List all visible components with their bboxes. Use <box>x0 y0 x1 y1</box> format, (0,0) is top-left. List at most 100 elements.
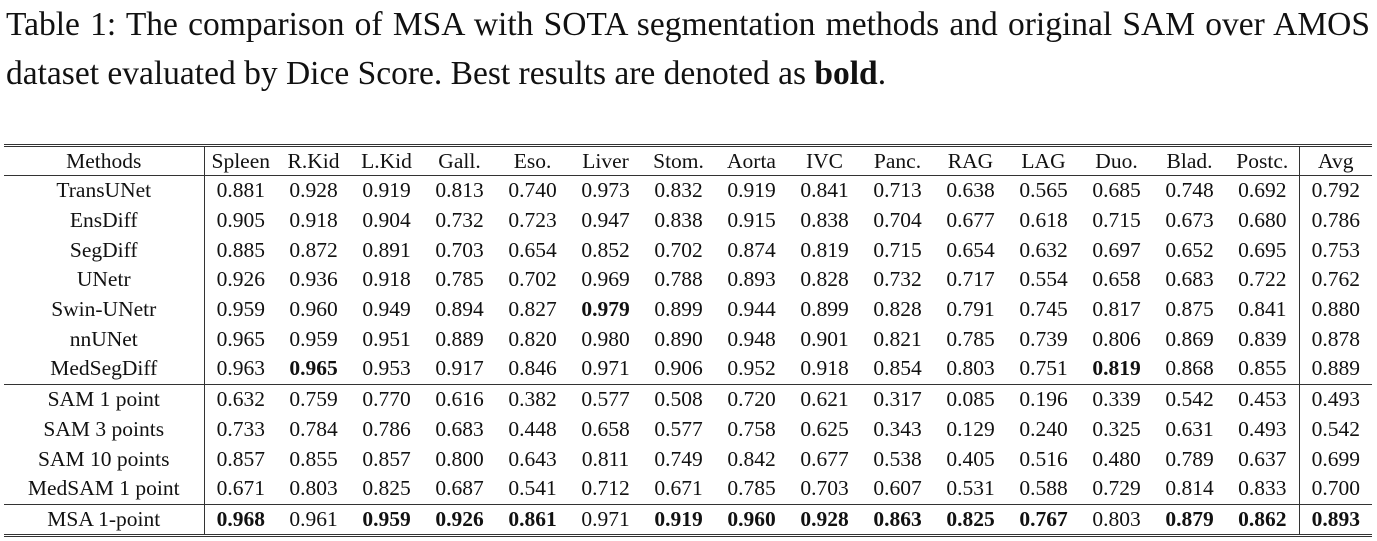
score-cell: 0.784 <box>289 416 338 441</box>
score-cell: 0.874 <box>727 237 776 262</box>
score-cell: 0.806 <box>1092 326 1141 351</box>
column-header: RAG <box>934 145 1007 176</box>
column-header: Panc. <box>861 145 934 176</box>
column-header: Methods <box>4 145 205 176</box>
score-cell: 0.828 <box>873 297 922 322</box>
column-header: Spleen <box>204 145 277 176</box>
score-cell: 0.196 <box>1007 383 1080 415</box>
score-cell: 0.748 <box>1165 178 1214 203</box>
method-name: MedSAM 1 point <box>4 473 205 505</box>
score-cell: 0.825 <box>934 503 1007 538</box>
score-cell: 0.838 <box>654 208 703 233</box>
score-cell: 0.800 <box>435 446 484 471</box>
score-cell: 0.918 <box>362 267 411 292</box>
column-header: Postc. <box>1226 145 1299 176</box>
score-cell: 0.789 <box>1165 446 1214 471</box>
score-cell: 0.405 <box>946 446 995 471</box>
score-cell: 0.717 <box>946 267 995 292</box>
score-cell: 0.343 <box>873 416 922 441</box>
avg-cell: 0.753 <box>1298 235 1372 266</box>
column-header: IVC <box>788 145 861 176</box>
score-cell: 0.531 <box>946 476 995 501</box>
results-table: Methods Spleen R.Kid L.Kid Gall. Eso. Liver Sto… <box>4 144 1372 538</box>
score-cell: 0.720 <box>715 383 788 415</box>
score-cell: 0.879 <box>1153 503 1226 538</box>
score-cell: 0.839 <box>1238 326 1287 351</box>
avg-cell: 0.878 <box>1298 324 1372 355</box>
score-cell: 0.723 <box>508 208 557 233</box>
caption-text: Table 1: The comparison of MSA with SOTA… <box>6 6 1370 92</box>
score-cell: 0.973 <box>581 178 630 203</box>
score-cell: 0.786 <box>362 416 411 441</box>
score-cell: 0.687 <box>435 476 484 501</box>
score-cell: 0.588 <box>1019 476 1068 501</box>
score-cell: 0.785 <box>946 326 995 351</box>
score-cell: 0.906 <box>654 356 703 381</box>
score-cell: 0.658 <box>1092 267 1141 292</box>
score-cell: 0.712 <box>581 476 630 501</box>
score-cell: 0.317 <box>861 383 934 415</box>
score-cell: 0.952 <box>727 356 776 381</box>
score-cell: 0.894 <box>435 297 484 322</box>
score-cell: 0.715 <box>1092 208 1141 233</box>
score-cell: 0.928 <box>289 178 338 203</box>
score-cell: 0.692 <box>1238 178 1287 203</box>
score-cell: 0.758 <box>727 416 776 441</box>
score-cell: 0.703 <box>435 237 484 262</box>
method-name: UNetr <box>4 265 205 295</box>
avg-cell: 0.889 <box>1298 354 1372 385</box>
score-cell: 0.713 <box>873 178 922 203</box>
method-name: EnsDiff <box>4 205 205 236</box>
score-cell: 0.899 <box>800 297 849 322</box>
score-cell: 0.899 <box>654 297 703 322</box>
score-cell: 0.855 <box>289 446 338 471</box>
score-cell: 0.917 <box>435 356 484 381</box>
score-cell: 0.863 <box>861 503 934 538</box>
score-cell: 0.959 <box>289 326 338 351</box>
table-row: MSA 1-point 0.968 0.961 0.959 0.926 0.861 0.97… <box>4 503 1372 538</box>
score-cell: 0.947 <box>581 208 630 233</box>
score-cell: 0.785 <box>435 267 484 292</box>
score-cell: 0.949 <box>362 297 411 322</box>
score-cell: 0.825 <box>362 476 411 501</box>
score-cell: 0.733 <box>216 416 265 441</box>
score-cell: 0.702 <box>654 237 703 262</box>
score-cell: 0.631 <box>1165 416 1214 441</box>
score-cell: 0.926 <box>216 267 265 292</box>
score-cell: 0.919 <box>642 503 715 538</box>
score-cell: 0.872 <box>289 237 338 262</box>
score-cell: 0.919 <box>727 178 776 203</box>
score-cell: 0.918 <box>289 208 338 233</box>
score-cell: 0.680 <box>1238 208 1287 233</box>
table-row: UNetr 0.926 0.936 0.918 0.785 0.702 0.969 0.788… <box>4 265 1372 295</box>
score-cell: 0.919 <box>362 178 411 203</box>
score-cell: 0.577 <box>654 416 703 441</box>
score-cell: 0.759 <box>277 383 350 415</box>
header-row: Methods Spleen R.Kid L.Kid Gall. Eso. Liver Sto… <box>4 145 1372 176</box>
score-cell: 0.904 <box>362 208 411 233</box>
table-row: Swin-UNetr 0.959 0.960 0.949 0.894 0.827 0.979… <box>4 294 1372 325</box>
score-cell: 0.703 <box>800 476 849 501</box>
score-cell: 0.936 <box>289 267 338 292</box>
column-header: Liver <box>569 145 642 176</box>
column-header: Stom. <box>642 145 715 176</box>
score-cell: 0.745 <box>1019 297 1068 322</box>
score-cell: 0.819 <box>800 237 849 262</box>
score-cell: 0.638 <box>946 178 995 203</box>
table-row: SegDiff 0.885 0.872 0.891 0.703 0.654 0.852 0.7… <box>4 235 1372 266</box>
column-header: LAG <box>1007 145 1080 176</box>
score-cell: 0.803 <box>1080 503 1153 538</box>
score-cell: 0.960 <box>289 297 338 322</box>
score-cell: 0.702 <box>508 267 557 292</box>
score-cell: 0.538 <box>873 446 922 471</box>
score-cell: 0.643 <box>508 446 557 471</box>
score-cell: 0.842 <box>727 446 776 471</box>
score-cell: 0.889 <box>435 326 484 351</box>
score-cell: 0.926 <box>423 503 496 538</box>
score-cell: 0.554 <box>1019 267 1068 292</box>
score-cell: 0.632 <box>204 383 277 415</box>
score-cell: 0.240 <box>1019 416 1068 441</box>
score-cell: 0.637 <box>1238 446 1287 471</box>
score-cell: 0.875 <box>1165 297 1214 322</box>
method-name: nnUNet <box>4 324 205 355</box>
